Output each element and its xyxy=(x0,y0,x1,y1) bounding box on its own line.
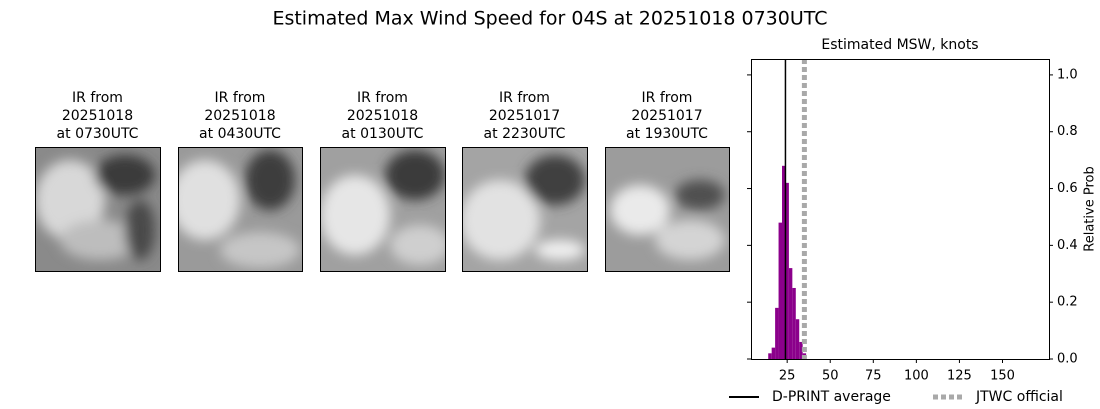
x-tick-label: 50 xyxy=(822,369,839,384)
panel-label: 20251017 xyxy=(489,108,560,124)
histogram-bar xyxy=(782,165,786,359)
panel-label: at 0130UTC xyxy=(342,126,424,142)
histogram-bar xyxy=(792,287,796,359)
ir-image xyxy=(320,147,445,271)
histogram-bar xyxy=(771,347,776,359)
panel-label: 20251018 xyxy=(347,108,418,124)
x-tick-label: 125 xyxy=(947,369,972,384)
panel-label: IR from xyxy=(357,90,408,106)
x-tick-label: 100 xyxy=(904,369,929,384)
panel-label: IR from xyxy=(72,90,123,106)
legend-label: D-PRINT average xyxy=(772,389,891,405)
x-tick-label: 25 xyxy=(779,369,796,384)
ir-image xyxy=(35,147,160,271)
y-tick-label: 1.0 xyxy=(1057,67,1078,82)
legend-label: JTWC official xyxy=(975,389,1063,405)
figure-title: Estimated Max Wind Speed for 04S at 2025… xyxy=(272,8,827,30)
chart-title: Estimated MSW, knots xyxy=(821,37,978,53)
histogram-bar xyxy=(768,353,772,359)
histogram-bar xyxy=(785,182,789,359)
panel-label: 20251018 xyxy=(204,108,275,124)
histogram-bar xyxy=(775,307,779,359)
y-tick-label: 0.8 xyxy=(1057,124,1078,139)
y-tick-label: 0.4 xyxy=(1057,238,1078,253)
x-tick-label: 75 xyxy=(865,369,882,384)
histogram-bar xyxy=(799,341,803,359)
panel-label: 20251018 xyxy=(62,108,133,124)
y-tick-label: 0.6 xyxy=(1057,181,1078,196)
panel-label: at 0430UTC xyxy=(199,126,281,142)
histogram-bar xyxy=(788,268,793,359)
ir-image xyxy=(462,147,587,271)
panel-label: IR from xyxy=(642,90,693,106)
panel-label: at 0730UTC xyxy=(57,126,139,142)
panel-label: IR from xyxy=(499,90,550,106)
ir-images xyxy=(35,147,729,271)
y-axis-label: Relative Prob xyxy=(1083,166,1098,251)
ir-frames xyxy=(35,147,730,272)
panel-label: at 2230UTC xyxy=(484,126,566,142)
ir-image xyxy=(178,147,302,271)
y-tick-label: 0.0 xyxy=(1057,352,1078,367)
x-tick-label: 150 xyxy=(990,369,1015,384)
ir-image xyxy=(605,147,729,271)
panel-label: 20251017 xyxy=(631,108,702,124)
y-tick-label: 0.2 xyxy=(1057,295,1078,310)
panel-label: at 1930UTC xyxy=(626,126,708,142)
histogram-bar xyxy=(778,222,783,359)
plot-frame xyxy=(751,59,1050,360)
histogram-bar xyxy=(795,319,800,359)
panel-label: IR from xyxy=(215,90,266,106)
